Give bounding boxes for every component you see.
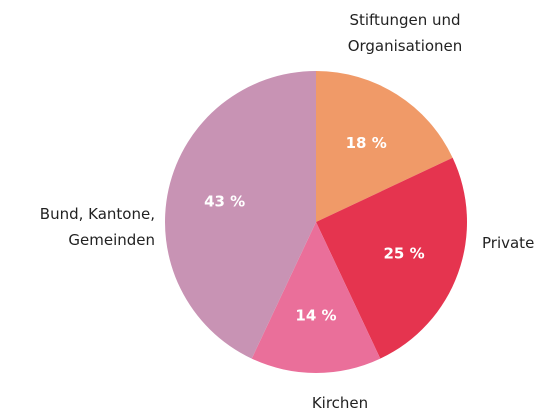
value-label: 43 % bbox=[204, 192, 245, 210]
slice-label: Private bbox=[482, 234, 534, 252]
pie-slice bbox=[251, 222, 381, 373]
pie-slice bbox=[316, 157, 467, 359]
pie-slice bbox=[165, 70, 316, 359]
pie-slice bbox=[316, 71, 453, 222]
slice-label: Stiftungen und Organisationen bbox=[348, 11, 463, 55]
value-label: 18 % bbox=[346, 133, 387, 151]
value-label: 14 % bbox=[295, 306, 336, 324]
value-label: 25 % bbox=[384, 244, 425, 262]
slice-label: Bund, Kantone, Gemeinden bbox=[40, 205, 155, 249]
slice-label: Kirchen bbox=[312, 394, 368, 412]
